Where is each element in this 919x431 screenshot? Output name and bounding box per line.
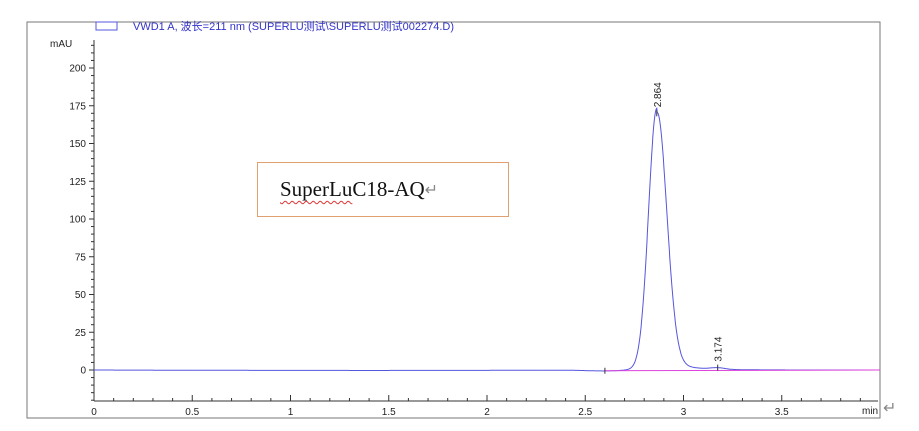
- paragraph-mark: ↵: [424, 181, 439, 199]
- x-tick-label: 0: [91, 407, 97, 418]
- x-axis-label: min: [862, 406, 878, 417]
- paragraph-mark: ↵: [883, 400, 897, 417]
- x-tick-label: 3: [681, 407, 687, 418]
- annotation-brand: SuperLu: [280, 177, 353, 201]
- y-tick-label: 200: [69, 64, 86, 75]
- y-tick-label: 75: [75, 252, 87, 263]
- integration-baseline: [604, 369, 881, 372]
- y-tick-label: 50: [75, 290, 87, 301]
- x-tick-label: 2: [484, 407, 490, 418]
- y-tick-label: 175: [69, 101, 86, 112]
- x-tick-label: 1: [288, 407, 294, 418]
- x-tick-label: 2.5: [578, 407, 592, 418]
- x-tick-label: 0.5: [185, 407, 199, 418]
- y-tick-label: 125: [69, 177, 86, 188]
- chart-frame: [26, 21, 881, 419]
- x-tick-label: 3.5: [775, 407, 789, 418]
- y-tick-label: 0: [80, 366, 86, 377]
- y-tick-label: 25: [75, 328, 87, 339]
- signal-trace: [94, 107, 880, 372]
- x-tick-label: 1.5: [382, 407, 396, 418]
- column-annotation: SuperLu C18-AQ ↵: [257, 162, 509, 217]
- y-tick-label: 150: [69, 139, 86, 150]
- peak-label: 3.174: [714, 336, 725, 361]
- y-tick-label: 100: [69, 215, 86, 226]
- legend-swatch: [95, 21, 118, 31]
- y-axis-label: mAU: [50, 39, 72, 50]
- annotation-model: C18-AQ: [352, 177, 425, 201]
- legend-text: VWD1 A, 波长=211 nm (SUPERLU测试\SUPERLU测试00…: [133, 20, 454, 33]
- peak-label: 2.864: [653, 82, 664, 107]
